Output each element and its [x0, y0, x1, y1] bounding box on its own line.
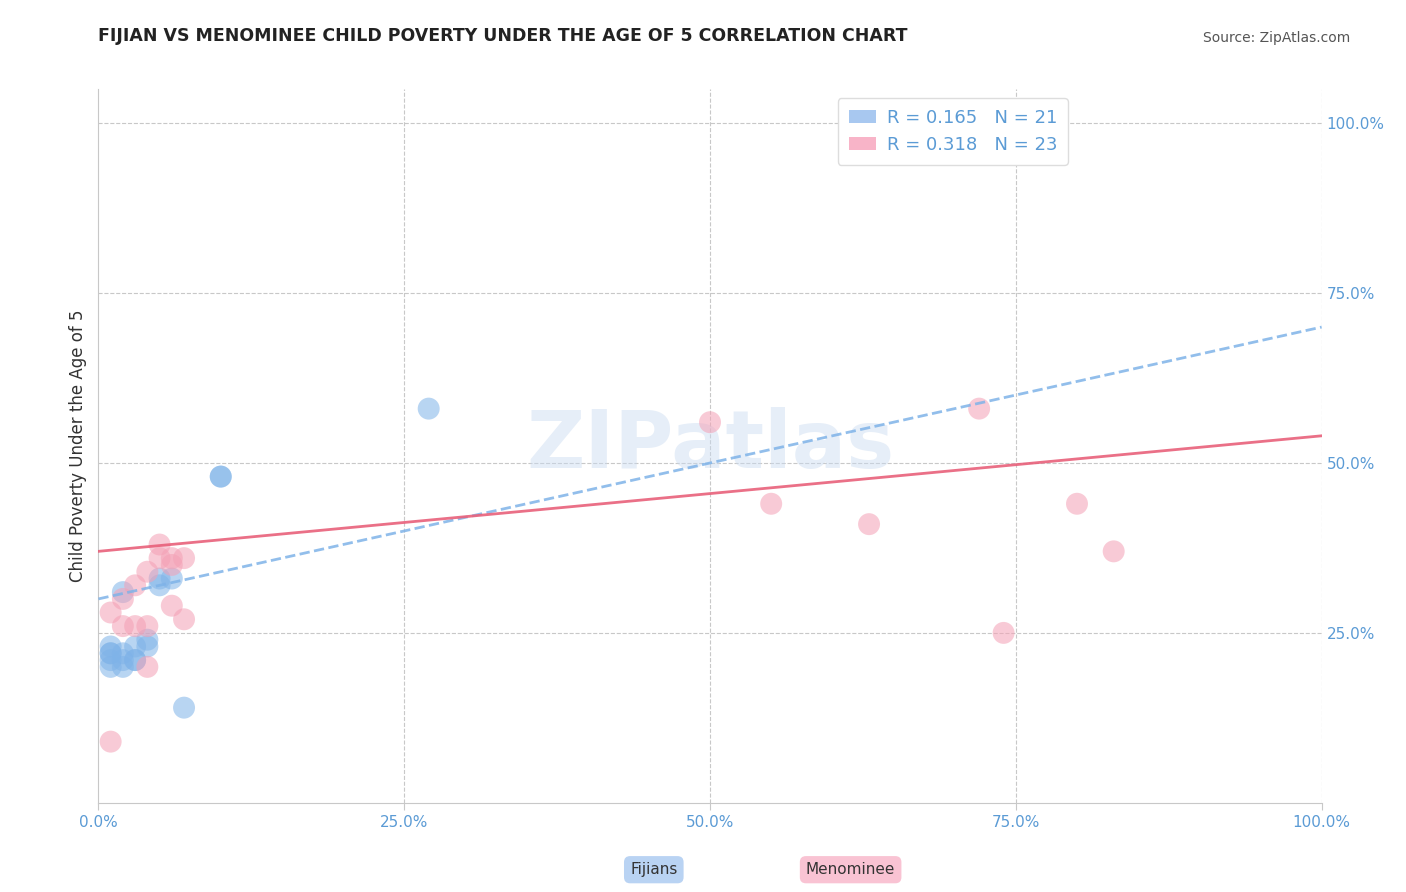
- Point: [173, 612, 195, 626]
- Point: [111, 646, 134, 660]
- Point: [699, 415, 721, 429]
- Text: Source: ZipAtlas.com: Source: ZipAtlas.com: [1202, 30, 1350, 45]
- Point: [111, 660, 134, 674]
- Point: [149, 537, 172, 551]
- Point: [100, 734, 122, 748]
- Point: [100, 646, 122, 660]
- Point: [173, 700, 195, 714]
- Point: [136, 660, 159, 674]
- Point: [858, 517, 880, 532]
- Point: [993, 626, 1015, 640]
- Point: [1102, 544, 1125, 558]
- Point: [111, 653, 134, 667]
- Point: [967, 401, 990, 416]
- Text: FIJIAN VS MENOMINEE CHILD POVERTY UNDER THE AGE OF 5 CORRELATION CHART: FIJIAN VS MENOMINEE CHILD POVERTY UNDER …: [98, 27, 908, 45]
- Point: [136, 565, 159, 579]
- Point: [149, 572, 172, 586]
- Point: [100, 640, 122, 654]
- Point: [111, 591, 134, 606]
- Point: [124, 640, 146, 654]
- Text: Menominee: Menominee: [806, 863, 896, 877]
- Point: [124, 619, 146, 633]
- Point: [100, 606, 122, 620]
- Point: [124, 653, 146, 667]
- Point: [149, 551, 172, 566]
- Point: [149, 578, 172, 592]
- Point: [124, 653, 146, 667]
- Point: [173, 551, 195, 566]
- Point: [136, 640, 159, 654]
- Point: [100, 660, 122, 674]
- Point: [124, 578, 146, 592]
- Point: [136, 632, 159, 647]
- Legend: R = 0.165   N = 21, R = 0.318   N = 23: R = 0.165 N = 21, R = 0.318 N = 23: [838, 98, 1069, 165]
- Point: [160, 551, 183, 566]
- Point: [418, 401, 440, 416]
- Point: [761, 497, 783, 511]
- Point: [100, 646, 122, 660]
- Point: [136, 619, 159, 633]
- Text: Fijians: Fijians: [630, 863, 678, 877]
- Text: ZIPatlas: ZIPatlas: [526, 407, 894, 485]
- Point: [100, 653, 122, 667]
- Point: [111, 619, 134, 633]
- Point: [209, 469, 232, 483]
- Point: [160, 599, 183, 613]
- Y-axis label: Child Poverty Under the Age of 5: Child Poverty Under the Age of 5: [69, 310, 87, 582]
- Point: [160, 558, 183, 572]
- Point: [111, 585, 134, 599]
- Point: [160, 572, 183, 586]
- Point: [1066, 497, 1088, 511]
- Point: [209, 469, 232, 483]
